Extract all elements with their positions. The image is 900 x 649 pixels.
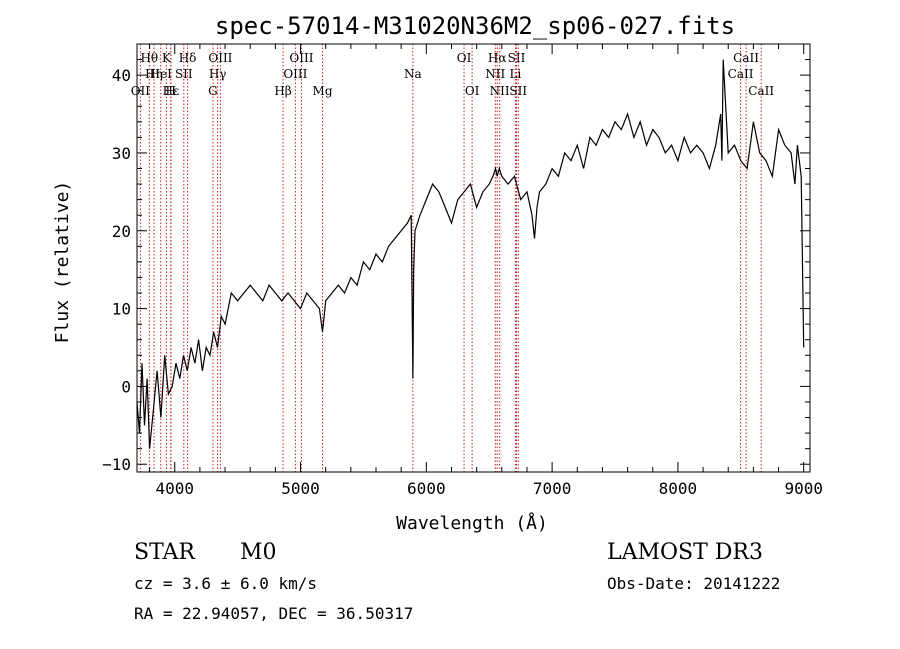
- emission-line-label: SII: [175, 67, 193, 81]
- emission-line-label: CaII: [748, 84, 774, 98]
- emission-line-label: Hδ: [179, 51, 197, 65]
- redshift-velocity: cz = 3.6 ± 6.0 km/s: [134, 574, 318, 593]
- emission-line-label: G: [208, 84, 218, 98]
- x-tick-label: 6000: [407, 479, 446, 498]
- emission-line-label: Mg: [313, 84, 333, 98]
- spectrum-chart: spec-57014-M31020N36M2_sp06-027.fits Hθ O…: [52, 12, 823, 534]
- spectrum-series-line: [136, 59, 805, 449]
- emission-line-label: OIII: [208, 51, 232, 65]
- emission-line-label: H: [165, 84, 175, 98]
- emission-line-markers: [139, 44, 762, 472]
- y-tick-labels: −10 0 10 20 30 40: [102, 66, 131, 474]
- x-tick-label: 8000: [659, 479, 698, 498]
- observation-date: Obs-Date: 20141222: [607, 574, 781, 593]
- emission-line-label: Hα: [488, 51, 507, 65]
- x-tick-label: 5000: [281, 479, 320, 498]
- survey-name: LAMOST DR3: [607, 540, 763, 565]
- emission-line-label: SII: [508, 51, 526, 65]
- axis-ticks: [137, 43, 810, 472]
- emission-line-label: OIII: [283, 67, 307, 81]
- emission-line-label: K: [162, 51, 172, 65]
- y-tick-label: 30: [112, 144, 131, 163]
- y-tick-label: 10: [112, 300, 131, 319]
- emission-line-label: Hε: [163, 84, 180, 98]
- chart-title: spec-57014-M31020N36M2_sp06-027.fits: [215, 12, 735, 40]
- x-tick-label: 7000: [533, 479, 572, 498]
- emission-line-label: OIII: [289, 51, 313, 65]
- emission-line-label: NII: [490, 84, 510, 98]
- emission-line-label: HeI: [150, 67, 173, 81]
- y-axis-label: Flux (relative): [52, 181, 73, 344]
- x-tick-labels: 4000 5000 6000 7000 8000 9000: [155, 479, 823, 498]
- y-tick-label: 0: [121, 377, 131, 396]
- plot-frame: [136, 43, 811, 473]
- emission-line-label: OI: [457, 51, 472, 65]
- y-tick-label: 40: [112, 66, 131, 85]
- x-axis-label: Wavelength (Å): [396, 512, 548, 534]
- emission-line-label: NII: [485, 67, 505, 81]
- emission-line-label: CaII: [733, 51, 759, 65]
- x-tick-label: 9000: [784, 479, 823, 498]
- ra-dec-coordinates: RA = 22.94057, DEC = 36.50317: [134, 604, 414, 623]
- y-tick-label: −10: [102, 455, 131, 474]
- object-class: STAR: [134, 540, 195, 565]
- y-tick-label: 20: [112, 222, 131, 241]
- emission-line-label: CaII: [728, 67, 754, 81]
- emission-line-label: SII: [509, 84, 527, 98]
- emission-line-label: OI: [465, 84, 480, 98]
- x-tick-label: 4000: [155, 479, 194, 498]
- emission-line-label: Hη: [145, 67, 163, 81]
- emission-line-label: Hβ: [274, 84, 291, 98]
- emission-line-label: Hθ: [140, 51, 158, 65]
- emission-line-label: Na: [404, 67, 422, 81]
- object-subclass: M0: [240, 540, 277, 565]
- emission-line-label: Li: [509, 67, 521, 81]
- emission-line-label: Hγ: [209, 67, 227, 81]
